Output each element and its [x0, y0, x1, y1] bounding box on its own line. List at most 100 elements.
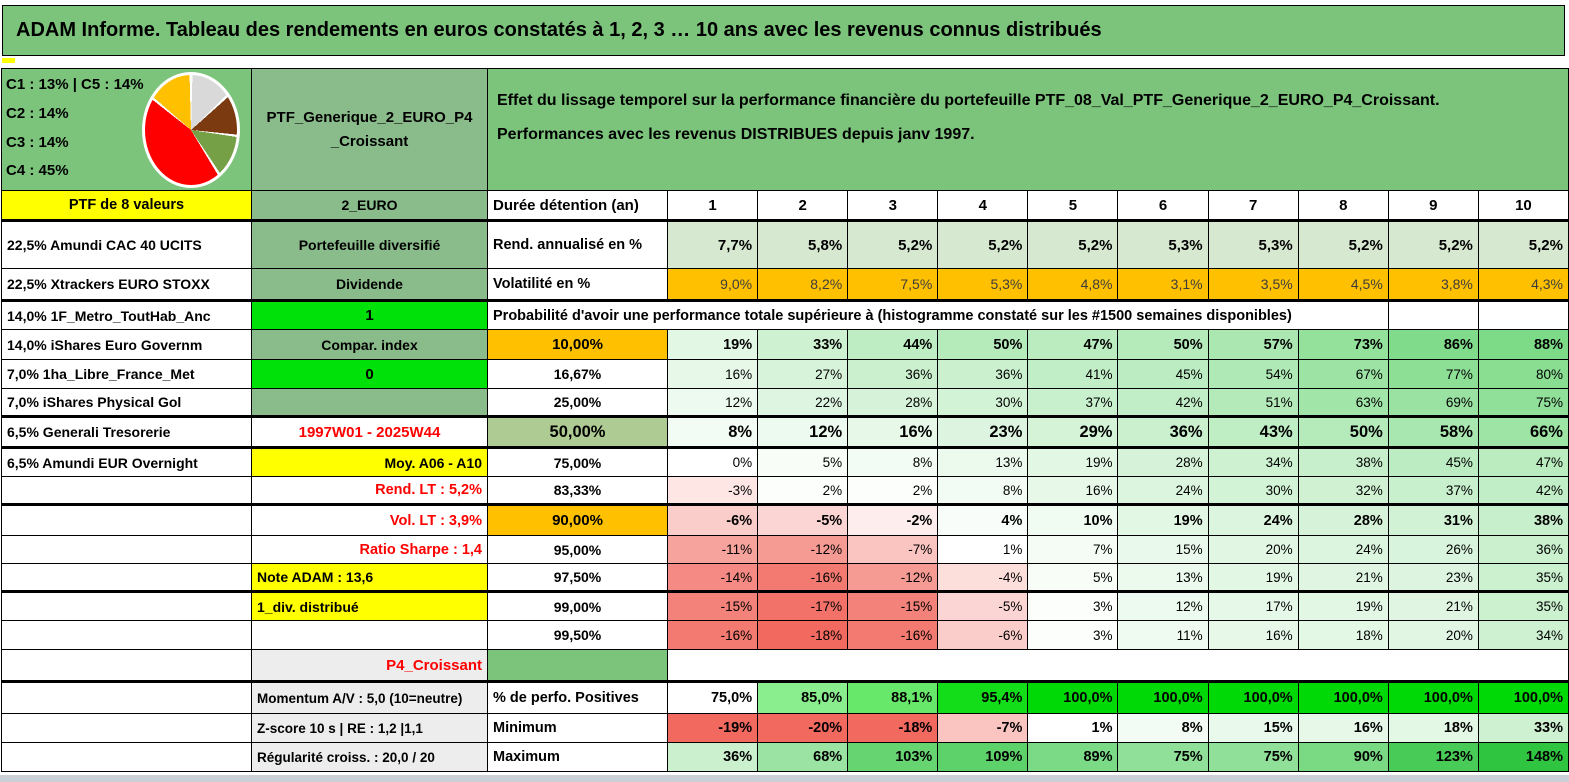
portfolio-name-cell[interactable]: PTF_Generique_2_EURO_P4 _Croissant	[252, 69, 488, 191]
value-cell[interactable]: 12%	[1118, 593, 1209, 621]
value-cell[interactable]: 148%	[1478, 743, 1569, 772]
value-cell[interactable]: 12%	[668, 389, 759, 418]
empty-cell[interactable]	[668, 650, 1569, 683]
holding-cell[interactable]: 22,5% Xtrackers EURO STOXX	[2, 269, 252, 302]
value-cell[interactable]: 38%	[1478, 506, 1569, 536]
row-label[interactable]: 99,00%	[488, 593, 668, 621]
value-cell[interactable]: 85,0%	[758, 683, 849, 714]
value-cell[interactable]: 3,5%	[1208, 269, 1299, 302]
row-label[interactable]: 83,33%	[488, 477, 668, 506]
row-label[interactable]: 16,67%	[488, 360, 668, 389]
value-cell[interactable]: 34%	[1478, 621, 1569, 650]
value-cell[interactable]: 75%	[1478, 389, 1569, 418]
value-cell[interactable]: 45%	[1388, 449, 1479, 477]
value-cell[interactable]: 23%	[1388, 564, 1479, 593]
value-cell[interactable]: 47%	[1028, 330, 1119, 360]
attribute-cell[interactable]: Compar. index	[252, 330, 488, 360]
row-label[interactable]: Minimum	[488, 714, 668, 743]
empty-cell[interactable]	[1478, 302, 1569, 330]
value-cell[interactable]: 15%	[1208, 714, 1299, 743]
value-cell[interactable]: 41%	[1028, 360, 1119, 389]
value-cell[interactable]: 19%	[1298, 593, 1389, 621]
value-cell[interactable]: 5,8%	[758, 222, 849, 269]
empty-cell[interactable]	[1388, 302, 1479, 330]
value-cell[interactable]: 21%	[1298, 564, 1389, 593]
value-cell[interactable]: 95,4%	[938, 683, 1029, 714]
value-cell[interactable]: 5,2%	[938, 222, 1029, 269]
value-cell[interactable]: 3,1%	[1118, 269, 1209, 302]
value-cell[interactable]: -17%	[758, 593, 849, 621]
value-cell[interactable]: 2%	[848, 477, 939, 506]
row-label[interactable]: 97,50%	[488, 564, 668, 593]
value-cell[interactable]: 43%	[1208, 418, 1299, 449]
value-cell[interactable]: 3%	[1028, 621, 1119, 650]
value-cell[interactable]: -3%	[668, 477, 759, 506]
value-cell[interactable]: 10%	[1028, 506, 1119, 536]
portfolio-header-cell[interactable]: PTF de 8 valeurs	[2, 191, 252, 222]
value-cell[interactable]: 32%	[1298, 477, 1389, 506]
value-cell[interactable]: -16%	[758, 564, 849, 593]
green-marker-cell[interactable]	[488, 650, 668, 683]
value-cell[interactable]: 42%	[1478, 477, 1569, 506]
value-cell[interactable]: -7%	[848, 536, 939, 564]
value-cell[interactable]: 100,0%	[1028, 683, 1119, 714]
value-cell[interactable]: 57%	[1208, 330, 1299, 360]
value-cell[interactable]: -2%	[848, 506, 939, 536]
value-cell[interactable]: 5,2%	[848, 222, 939, 269]
value-cell[interactable]: 27%	[758, 360, 849, 389]
row-label[interactable]: 99,50%	[488, 621, 668, 650]
holding-cell[interactable]: 14,0% iShares Euro Governm	[2, 330, 252, 360]
value-cell[interactable]: -15%	[668, 593, 759, 621]
value-cell[interactable]: 8%	[668, 418, 759, 449]
value-cell[interactable]: -5%	[938, 593, 1029, 621]
attribute-cell[interactable]	[252, 389, 488, 418]
attribute-cell[interactable]: Z-score 10 s | RE : 1,2 |1,1	[252, 714, 488, 743]
value-cell[interactable]: 17%	[1208, 593, 1299, 621]
attribute-cell[interactable]: Moy. A06 - A10	[252, 449, 488, 477]
value-cell[interactable]: 1%	[1028, 714, 1119, 743]
table-description-cell[interactable]: Effet du lissage temporel sur la perform…	[488, 69, 1569, 191]
attribute-cell[interactable]: Dividende	[252, 269, 488, 302]
value-cell[interactable]: 11%	[1118, 621, 1209, 650]
value-cell[interactable]: 47%	[1478, 449, 1569, 477]
row-label[interactable]: Rend. annualisé en %	[488, 222, 668, 269]
value-cell[interactable]: 51%	[1208, 389, 1299, 418]
attribute-cell[interactable]: Vol. LT : 3,9%	[252, 506, 488, 536]
value-cell[interactable]: 24%	[1298, 536, 1389, 564]
year-header-cell[interactable]: 7	[1208, 191, 1299, 222]
probability-title[interactable]: Probabilité d'avoir une performance tota…	[488, 302, 1389, 330]
value-cell[interactable]: 13%	[938, 449, 1029, 477]
value-cell[interactable]: -5%	[758, 506, 849, 536]
value-cell[interactable]: 2%	[758, 477, 849, 506]
attribute-cell[interactable]: Rend. LT : 5,2%	[252, 477, 488, 506]
value-cell[interactable]: 4%	[938, 506, 1029, 536]
value-cell[interactable]: 103%	[848, 743, 939, 772]
value-cell[interactable]: 5,2%	[1298, 222, 1389, 269]
value-cell[interactable]: 8%	[848, 449, 939, 477]
value-cell[interactable]: 44%	[848, 330, 939, 360]
year-header-cell[interactable]: 6	[1118, 191, 1209, 222]
empty-cell[interactable]	[2, 564, 252, 593]
value-cell[interactable]: 19%	[668, 330, 759, 360]
year-header-cell[interactable]: 4	[938, 191, 1029, 222]
attribute-cell[interactable]: 2_EURO	[252, 191, 488, 222]
value-cell[interactable]: -18%	[758, 621, 849, 650]
holding-cell[interactable]: 7,0% iShares Physical Gol	[2, 389, 252, 418]
row-label[interactable]: Volatilité en %	[488, 269, 668, 302]
duration-header-label[interactable]: Durée détention (an)	[488, 191, 668, 222]
value-cell[interactable]: 19%	[1118, 506, 1209, 536]
value-cell[interactable]: 28%	[1118, 449, 1209, 477]
value-cell[interactable]: 37%	[1388, 477, 1479, 506]
value-cell[interactable]: -19%	[668, 714, 759, 743]
value-cell[interactable]: 75,0%	[668, 683, 759, 714]
value-cell[interactable]: -20%	[758, 714, 849, 743]
value-cell[interactable]: 5,3%	[938, 269, 1029, 302]
value-cell[interactable]: -6%	[938, 621, 1029, 650]
attribute-cell[interactable]: Ratio Sharpe : 1,4	[252, 536, 488, 564]
year-header-cell[interactable]: 8	[1298, 191, 1389, 222]
year-header-cell[interactable]: 9	[1388, 191, 1479, 222]
value-cell[interactable]: 19%	[1208, 564, 1299, 593]
value-cell[interactable]: -14%	[668, 564, 759, 593]
attribute-cell[interactable]: 1997W01 - 2025W44	[252, 418, 488, 449]
value-cell[interactable]: 67%	[1298, 360, 1389, 389]
